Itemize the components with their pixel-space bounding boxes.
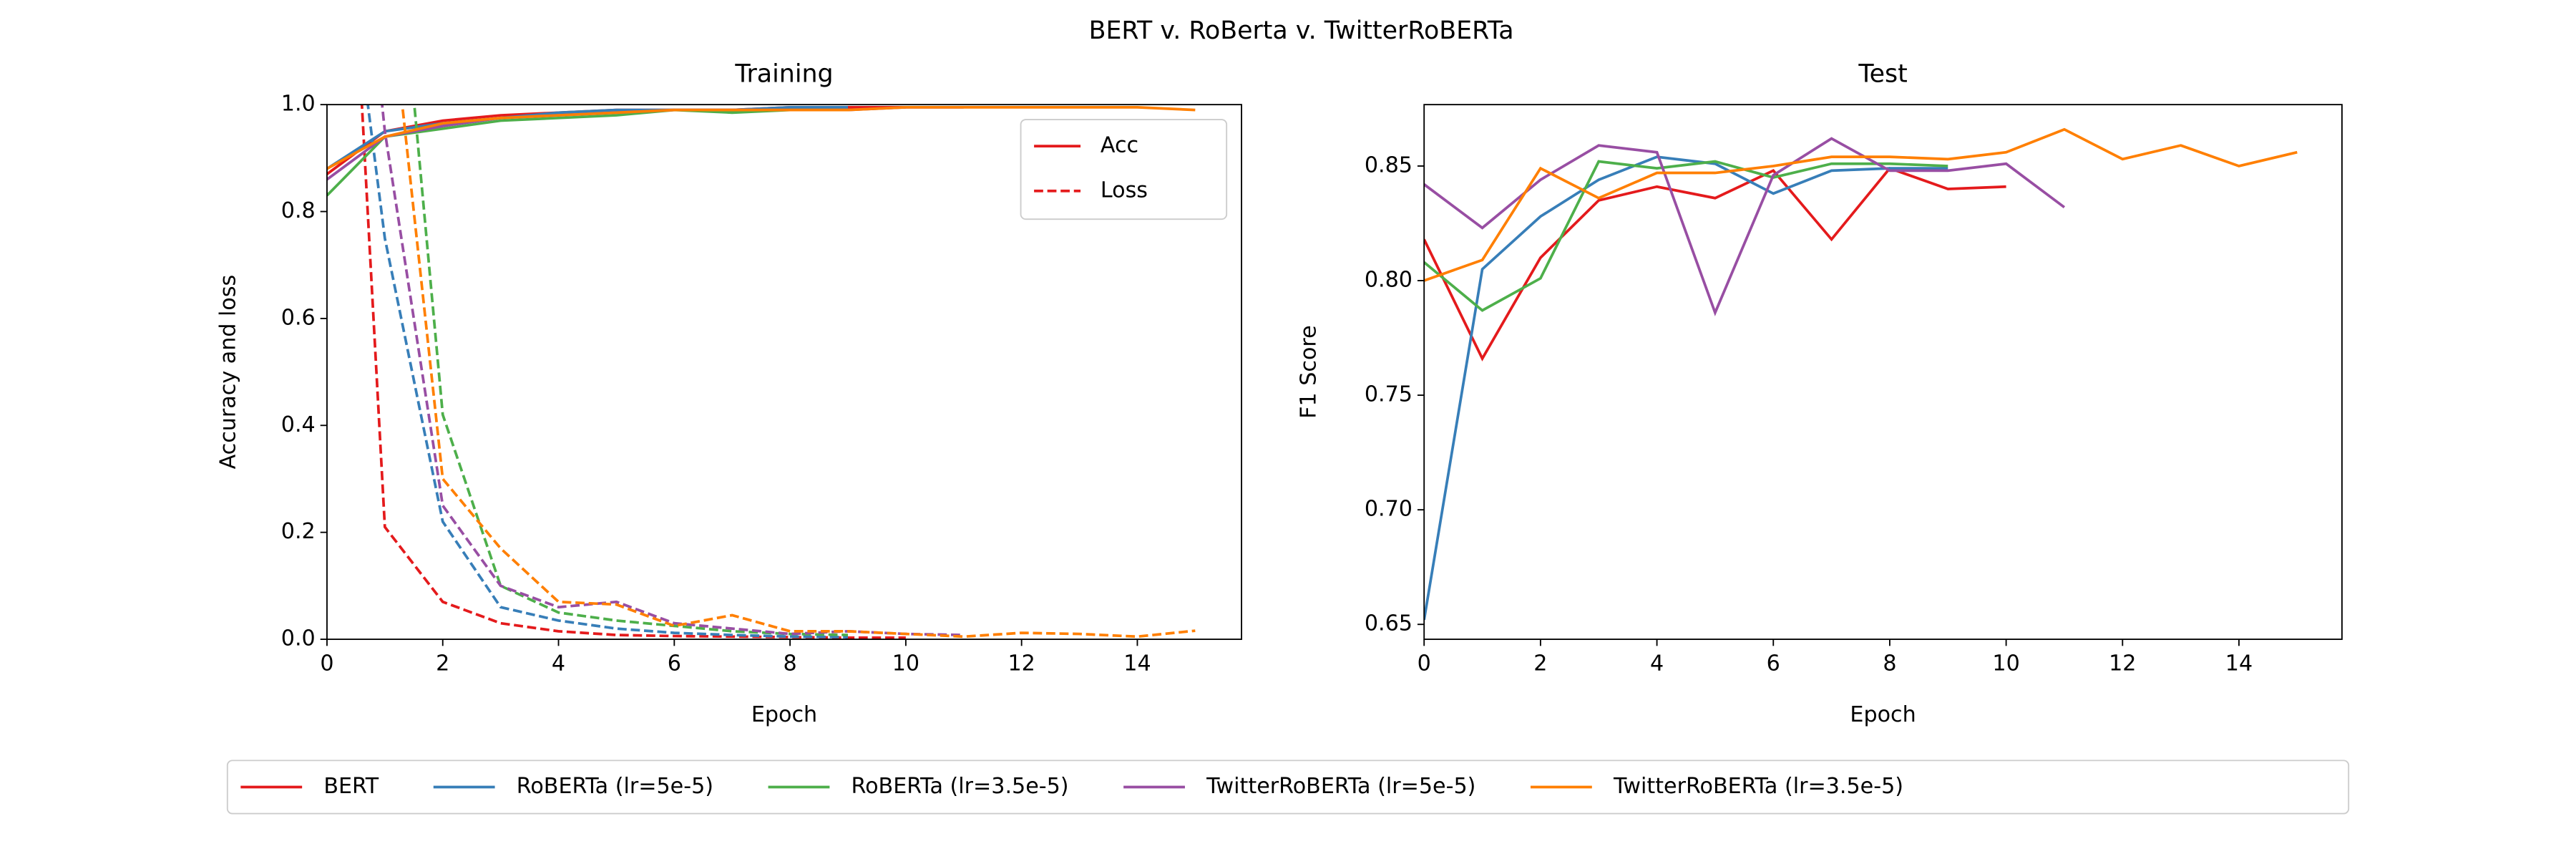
series-line (326, 106, 1196, 170)
legend-box (1020, 119, 1228, 220)
series-line (1424, 137, 2066, 316)
x-tick-label: 0 (1418, 651, 1431, 676)
legend-label: Loss (1101, 178, 1148, 203)
x-tick-label: 12 (1008, 651, 1035, 676)
x-tick-label: 2 (436, 651, 449, 676)
series-line (326, 106, 848, 170)
x-tick-label: 0 (320, 651, 333, 676)
y-tick-label: 0.2 (281, 519, 316, 544)
legend-label: RoBERTa (lr=3.5e-5) (852, 774, 1069, 799)
legend-box (226, 759, 2350, 815)
series-line (1424, 127, 2298, 282)
loss-line (381, 105, 964, 636)
y-tick-label: 0.85 (1365, 152, 1413, 178)
plot-area (326, 105, 1196, 639)
x-tick-label: 10 (892, 651, 919, 676)
y-tick-label: 1.0 (281, 92, 316, 117)
x-tick-label: 8 (784, 651, 797, 676)
y-tick-label: 0.8 (281, 198, 316, 223)
y-axis-label: F1 Score (1297, 325, 1322, 419)
series-line (1424, 155, 1948, 621)
x-tick-label: 12 (2109, 651, 2136, 676)
legend-label: BERT (323, 774, 379, 799)
y-axis-label: Accuracy and loss (216, 275, 241, 470)
loss-line (401, 105, 1196, 639)
x-tick-label: 6 (1767, 651, 1780, 676)
x-tick-label: 4 (1650, 651, 1664, 676)
figure-legend: BERT RoBERTa (lr=5e-5) RoBERTa (lr=3.5e-5)… (226, 759, 2350, 815)
x-axis-label: Epoch (751, 702, 817, 727)
x-tick-label: 8 (1883, 651, 1896, 676)
y-tick-label: 0.4 (281, 412, 316, 437)
x-tick-label: 14 (1123, 651, 1151, 676)
plot-area (1424, 127, 2298, 621)
x-axis-label: Epoch (1850, 702, 1916, 727)
y-tick-label: 0.70 (1365, 497, 1413, 522)
y-tick-label: 0.65 (1365, 611, 1413, 636)
axes-frame (1423, 104, 2343, 640)
axes-title: Training (734, 59, 833, 88)
axes-frame (326, 104, 1242, 640)
x-tick-label: 6 (668, 651, 681, 676)
y-tick-label: 0.6 (281, 305, 316, 330)
figure-title: BERT v. RoBerta v. TwitterRoBERTa (1089, 16, 1514, 45)
series-line (1424, 160, 1948, 312)
legend-label: TwitterRoBERTa (lr=3.5e-5) (1613, 774, 1903, 799)
series-line (1424, 166, 2006, 361)
y-tick-label: 0.80 (1365, 268, 1413, 293)
x-tick-label: 2 (1533, 651, 1547, 676)
y-tick-label: 0.75 (1365, 382, 1413, 407)
legend-label: TwitterRoBERTa (lr=5e-5) (1206, 774, 1475, 799)
x-tick-label: 14 (2225, 651, 2253, 676)
legend-label: RoBERTa (lr=5e-5) (517, 774, 713, 799)
x-tick-label: 4 (552, 651, 565, 676)
loss-line (366, 105, 849, 639)
legend-label: Acc (1101, 133, 1138, 158)
axes-title: Test (1858, 59, 1908, 88)
x-tick-label: 10 (1992, 651, 2019, 676)
y-tick-label: 0.0 (281, 626, 316, 651)
